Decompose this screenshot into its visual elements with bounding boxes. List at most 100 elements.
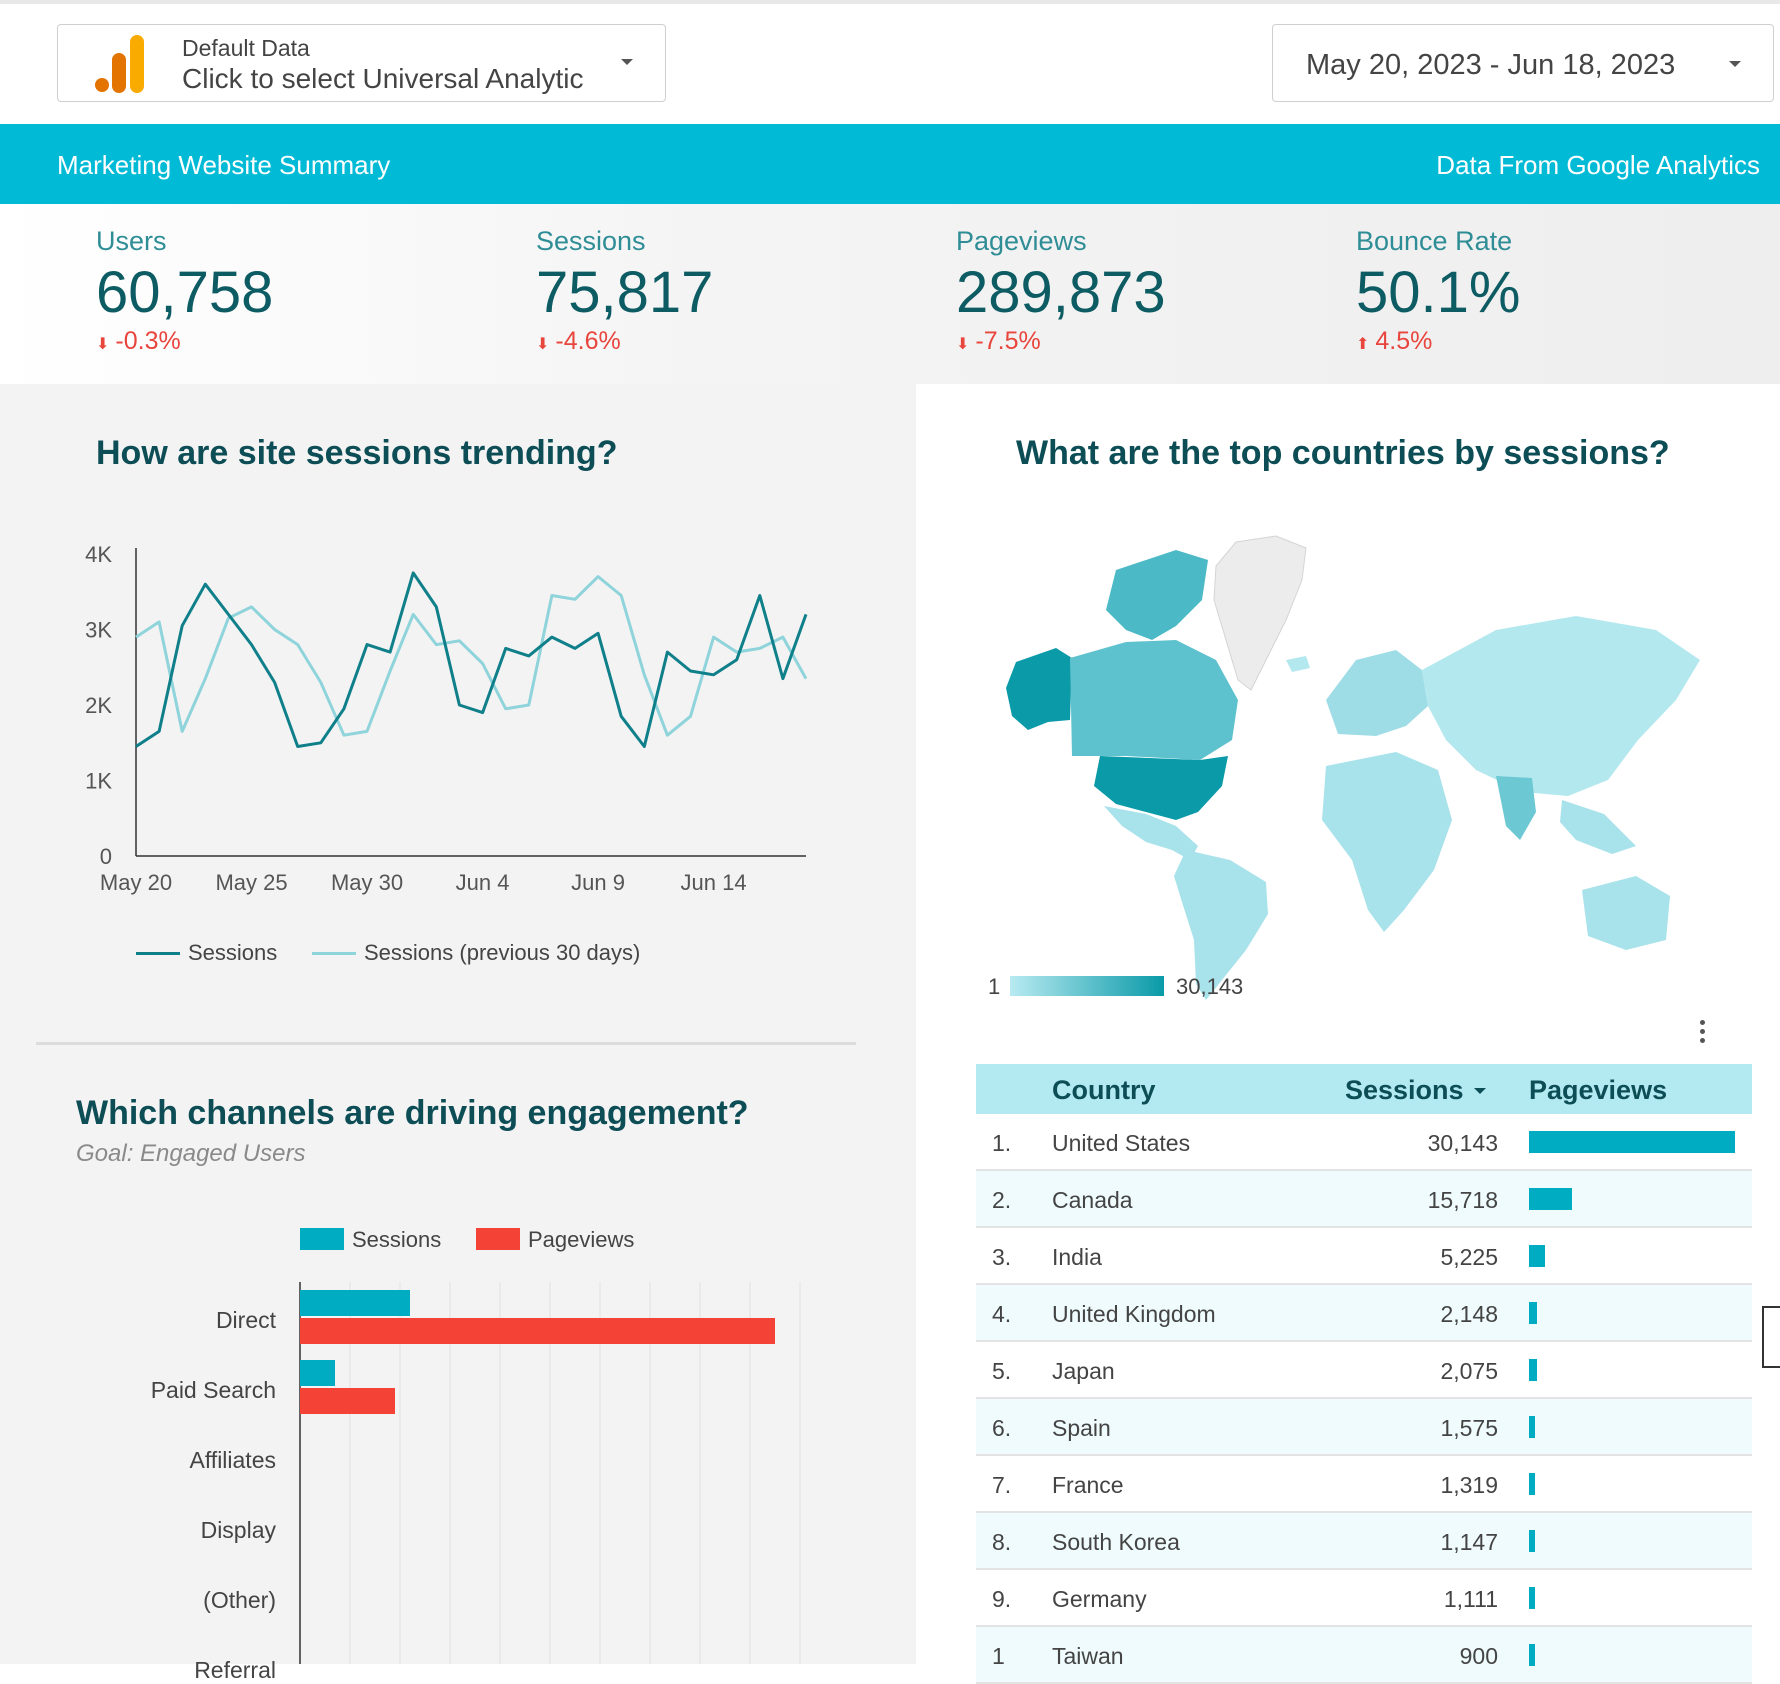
row-pageviews-bar bbox=[1529, 1416, 1536, 1438]
kpi-value: 75,817 bbox=[536, 260, 714, 325]
category-label: Direct bbox=[215, 1307, 276, 1333]
table-row[interactable]: 2. Canada 15,718 bbox=[976, 1171, 1752, 1228]
row-sessions: 2,148 bbox=[1440, 1301, 1498, 1327]
arrow-down-icon: ⬇ bbox=[96, 336, 110, 353]
row-sessions: 2,075 bbox=[1440, 1358, 1498, 1384]
kpi-delta: ⬇ -7.5% bbox=[956, 327, 1041, 355]
row-pageviews-bar bbox=[1529, 1473, 1536, 1495]
channels-subtitle: Goal: Engaged Users bbox=[76, 1140, 306, 1167]
table-row[interactable]: 3. India 5,225 bbox=[976, 1228, 1752, 1285]
left-panel bbox=[0, 384, 916, 1664]
legend-sessions-previous: Sessions (previous 30 days) bbox=[364, 940, 641, 965]
row-rank: 7. bbox=[992, 1472, 1012, 1498]
row-pageviews-bar bbox=[1529, 1359, 1538, 1381]
table-row[interactable]: 4. United Kingdom 2,148 bbox=[976, 1285, 1752, 1342]
data-source-value: Click to select Universal Analytic bbox=[182, 63, 584, 94]
table-row[interactable]: 6. Spain 1,575 bbox=[976, 1399, 1752, 1456]
row-sessions: 30,143 bbox=[1427, 1130, 1498, 1156]
kpi-pageviews: Pageviews 289,873 ⬇ -7.5% bbox=[956, 226, 1166, 356]
y-tick-label: 0 bbox=[100, 844, 112, 869]
table-row[interactable]: 1 Taiwan 900 bbox=[976, 1627, 1752, 1684]
row-country: France bbox=[1052, 1472, 1124, 1498]
kpi-users: Users 60,758 ⬇ -0.3% bbox=[96, 226, 273, 356]
category-label: Display bbox=[200, 1517, 276, 1543]
row-sessions: 1,319 bbox=[1440, 1472, 1498, 1498]
section-divider bbox=[36, 1042, 856, 1045]
date-range-selector[interactable]: May 20, 2023 - Jun 18, 2023 bbox=[1272, 24, 1774, 102]
table-body: 1. United States 30,143 2. Canada 15,718 3. Ind… bbox=[976, 1114, 1752, 1684]
report-banner: Marketing Website Summary Data From Goog… bbox=[0, 124, 1780, 204]
row-country: India bbox=[1052, 1244, 1102, 1270]
row-pageviews-bar bbox=[1529, 1302, 1538, 1324]
legend-swatch-sessions bbox=[300, 1228, 344, 1250]
row-rank: 9. bbox=[992, 1586, 1012, 1612]
row-sessions: 1,575 bbox=[1440, 1415, 1498, 1441]
chevron-down-icon[interactable] bbox=[1729, 61, 1741, 67]
row-rank: 1. bbox=[992, 1130, 1012, 1156]
report-title: Marketing Website Summary bbox=[57, 150, 391, 180]
south-america-shape bbox=[1174, 850, 1268, 1000]
kpi-label: Pageviews bbox=[956, 226, 1087, 256]
chevron-down-icon[interactable] bbox=[621, 59, 633, 65]
india-shape bbox=[1496, 776, 1536, 840]
central-america-shape bbox=[1104, 806, 1198, 860]
europe-shape bbox=[1326, 650, 1428, 736]
category-label: (Other) bbox=[203, 1587, 276, 1613]
y-tick-label: 1K bbox=[85, 769, 112, 794]
more-options-icon[interactable] bbox=[1700, 1020, 1706, 1050]
row-country: Taiwan bbox=[1052, 1643, 1124, 1669]
row-rank: 2. bbox=[992, 1187, 1012, 1213]
table-row[interactable]: 9. Germany 1,111 bbox=[976, 1570, 1752, 1627]
category-label: Referral bbox=[194, 1657, 276, 1683]
kpi-sessions: Sessions 75,817 ⬇ -4.6% bbox=[536, 226, 713, 356]
row-rank: 6. bbox=[992, 1415, 1012, 1441]
sessions-trend-chart: 0 1K 2K 3K 4K May 20 May 25 May 30 Jun 4 Jun 9 Jun… bbox=[85, 542, 808, 895]
canada-arctic-shape bbox=[1106, 550, 1208, 640]
kpi-value: 289,873 bbox=[956, 260, 1166, 325]
arrow-up-icon: ⬆ bbox=[1356, 336, 1370, 353]
table-row[interactable]: 8. South Korea 1,147 bbox=[976, 1513, 1752, 1570]
legend-swatch-pageviews bbox=[476, 1228, 520, 1250]
google-analytics-icon bbox=[95, 35, 144, 93]
column-header-pageviews[interactable]: Pageviews bbox=[1529, 1075, 1668, 1105]
column-header-country[interactable]: Country bbox=[1052, 1075, 1156, 1105]
iceland-shape bbox=[1286, 656, 1310, 672]
x-tick-label: Jun 9 bbox=[571, 870, 625, 895]
y-tick-label: 3K bbox=[85, 618, 112, 643]
arrow-down-icon: ⬇ bbox=[536, 336, 550, 353]
row-country: United Kingdom bbox=[1052, 1301, 1216, 1327]
row-sessions: 5,225 bbox=[1440, 1244, 1498, 1270]
row-rank: 3. bbox=[992, 1244, 1012, 1270]
series-line-sessions bbox=[135, 571, 808, 748]
bar-pageviews-direct bbox=[300, 1318, 775, 1344]
table-row[interactable]: 5. Japan 2,075 bbox=[976, 1342, 1752, 1399]
row-pageviews-bar bbox=[1529, 1131, 1735, 1153]
kpi-delta: ⬆ 4.5% bbox=[1356, 327, 1433, 355]
kpi-label: Sessions bbox=[536, 226, 646, 256]
africa-shape bbox=[1322, 752, 1452, 932]
row-country: Germany bbox=[1052, 1586, 1147, 1612]
scrollbar-handle[interactable] bbox=[1762, 1306, 1780, 1368]
row-pageviews-bar bbox=[1529, 1644, 1535, 1666]
world-map bbox=[1006, 535, 1700, 1000]
table-row[interactable]: 7. France 1,319 bbox=[976, 1456, 1752, 1513]
x-tick-label: Jun 4 bbox=[456, 870, 510, 895]
legend-pageviews: Pageviews bbox=[528, 1227, 635, 1252]
bar-sessions-direct bbox=[300, 1290, 410, 1316]
table-row[interactable]: 1. United States 30,143 bbox=[976, 1114, 1752, 1171]
category-label: Affiliates bbox=[189, 1447, 276, 1473]
row-rank: 4. bbox=[992, 1301, 1012, 1327]
legend-sessions: Sessions bbox=[188, 940, 278, 965]
trend-title: How are site sessions trending? bbox=[96, 434, 618, 472]
column-header-sessions[interactable]: Sessions bbox=[1345, 1075, 1464, 1105]
row-pageviews-bar bbox=[1529, 1587, 1536, 1609]
kpi-delta: ⬇ -4.6% bbox=[536, 327, 621, 355]
canada-shape bbox=[1070, 640, 1238, 760]
kpi-value: 60,758 bbox=[96, 260, 274, 325]
sort-desc-icon[interactable] bbox=[1474, 1088, 1486, 1094]
data-source-selector[interactable]: Default Data Click to select Universal A… bbox=[57, 24, 666, 102]
scale-max-label: 30,143 bbox=[1176, 974, 1244, 999]
legend-swatch-previous bbox=[312, 952, 356, 955]
kpi-value: 50.1% bbox=[1356, 260, 1521, 325]
series-line-sessions-previous bbox=[135, 575, 808, 737]
